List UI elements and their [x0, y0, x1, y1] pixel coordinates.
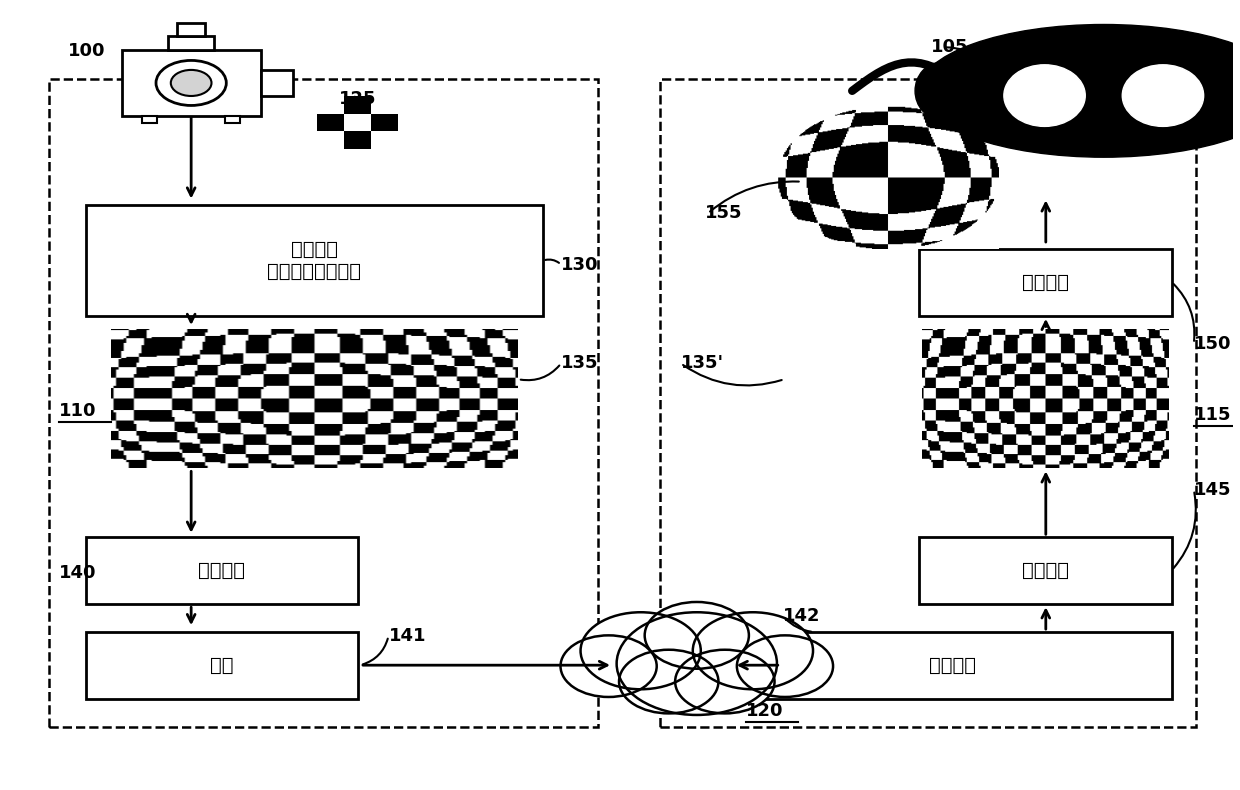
Bar	[919, 537, 1172, 604]
Text: 打包: 打包	[211, 656, 233, 675]
Bar	[317, 131, 343, 149]
Bar	[660, 79, 1197, 727]
Bar	[343, 114, 371, 131]
Text: 115: 115	[1194, 406, 1231, 423]
Text: 视频编码: 视频编码	[198, 561, 246, 581]
Text: 130: 130	[562, 256, 599, 273]
Circle shape	[171, 70, 212, 96]
Bar	[87, 205, 543, 316]
Bar	[169, 36, 215, 51]
Text: 135: 135	[562, 355, 599, 372]
Bar	[1092, 110, 1116, 138]
Bar	[87, 632, 357, 699]
Bar	[122, 51, 260, 115]
Bar	[50, 79, 598, 727]
Ellipse shape	[915, 62, 967, 119]
Circle shape	[616, 612, 777, 715]
Text: 135': 135'	[681, 355, 724, 372]
Bar	[317, 96, 343, 114]
Bar	[343, 131, 371, 149]
Bar	[143, 115, 157, 122]
Ellipse shape	[919, 24, 1240, 157]
Circle shape	[156, 61, 227, 106]
Bar	[260, 70, 293, 96]
Bar	[226, 115, 241, 122]
Ellipse shape	[1004, 65, 1085, 126]
Text: 145: 145	[1194, 481, 1231, 498]
Circle shape	[580, 612, 701, 689]
Bar	[371, 96, 398, 114]
Ellipse shape	[1122, 65, 1204, 126]
Text: 105: 105	[931, 39, 968, 56]
Text: 155: 155	[706, 205, 743, 222]
Bar	[343, 96, 371, 114]
Text: 图像处理
（拼接、映射等）: 图像处理 （拼接、映射等）	[268, 240, 362, 281]
Text: 150: 150	[1194, 335, 1231, 352]
Bar	[734, 632, 1172, 699]
Circle shape	[645, 602, 749, 668]
Circle shape	[693, 612, 813, 689]
Bar	[371, 114, 398, 131]
Text: 视频解码: 视频解码	[1022, 561, 1069, 581]
Text: 141: 141	[388, 627, 427, 645]
Text: 视频渲染: 视频渲染	[1022, 273, 1069, 292]
Circle shape	[560, 635, 657, 697]
Text: 125: 125	[340, 90, 377, 107]
Circle shape	[619, 649, 718, 713]
Bar	[177, 23, 205, 36]
Text: 120: 120	[746, 702, 784, 720]
Bar	[87, 537, 357, 604]
Bar	[317, 114, 343, 131]
Circle shape	[675, 649, 775, 713]
Text: 140: 140	[60, 564, 97, 581]
Text: 媒体提取: 媒体提取	[929, 656, 976, 675]
Circle shape	[737, 635, 833, 697]
Text: 100: 100	[68, 43, 105, 60]
Text: 110: 110	[60, 402, 97, 419]
Bar	[919, 249, 1172, 316]
Bar	[371, 131, 398, 149]
Text: 142: 142	[784, 608, 821, 625]
